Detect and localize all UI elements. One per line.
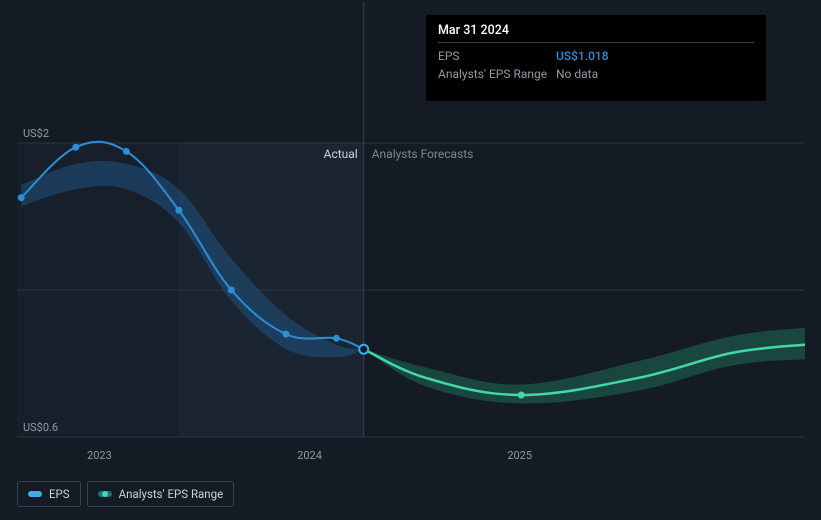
legend-item[interactable]: Analysts' EPS Range (87, 481, 235, 507)
x-axis-label: 2023 (87, 449, 112, 462)
eps-marker (333, 335, 340, 342)
legend-swatch (28, 491, 42, 497)
tooltip-date: Mar 31 2024 (438, 23, 754, 38)
legend-item[interactable]: EPS (17, 481, 81, 507)
chart-tooltip: Mar 31 2024 EPSUS$1.018Analysts' EPS Ran… (426, 15, 766, 101)
legend-label: EPS (49, 487, 70, 501)
eps-marker (175, 207, 182, 214)
eps-marker (228, 287, 235, 294)
legend-label: Analysts' EPS Range (119, 487, 224, 501)
tooltip-row-label: EPS (438, 47, 556, 65)
eps-chart: Mar 31 2024 EPSUS$1.018Analysts' EPS Ran… (0, 0, 821, 520)
eps-highlight-marker (359, 345, 368, 354)
tooltip-divider (438, 42, 754, 43)
eps-marker (123, 148, 130, 155)
forecast-label: Analysts Forecasts (372, 147, 474, 161)
tooltip-row: EPSUS$1.018 (438, 47, 754, 65)
forecast-range-band (364, 328, 805, 404)
chart-legend: EPS Analysts' EPS Range (17, 481, 234, 507)
eps-marker (282, 331, 289, 338)
tooltip-row-value: US$1.018 (556, 47, 754, 65)
eps-marker (72, 144, 79, 151)
tooltip-row-value: No data (556, 65, 754, 83)
legend-swatch (98, 491, 112, 497)
tooltip-row-label: Analysts' EPS Range (438, 65, 556, 83)
eps-marker (18, 194, 25, 201)
tooltip-row: Analysts' EPS RangeNo data (438, 65, 754, 83)
y-axis-label: US$0.6 (23, 421, 58, 434)
x-axis-label: 2025 (507, 449, 532, 462)
forecast-marker (518, 392, 525, 399)
tooltip-rows: EPSUS$1.018Analysts' EPS RangeNo data (438, 47, 754, 83)
actual-label: Actual (324, 147, 358, 161)
y-axis-label: US$2 (23, 127, 49, 140)
x-axis-label: 2024 (297, 449, 322, 462)
